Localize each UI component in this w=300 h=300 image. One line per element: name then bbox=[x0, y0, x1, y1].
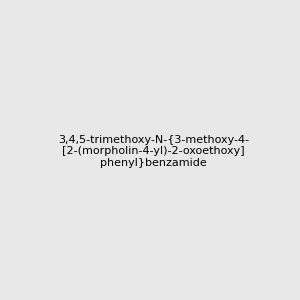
Text: 3,4,5-trimethoxy-N-{3-methoxy-4-
[2-(morpholin-4-yl)-2-oxoethoxy]
phenyl}benzami: 3,4,5-trimethoxy-N-{3-methoxy-4- [2-(mor… bbox=[58, 135, 249, 168]
